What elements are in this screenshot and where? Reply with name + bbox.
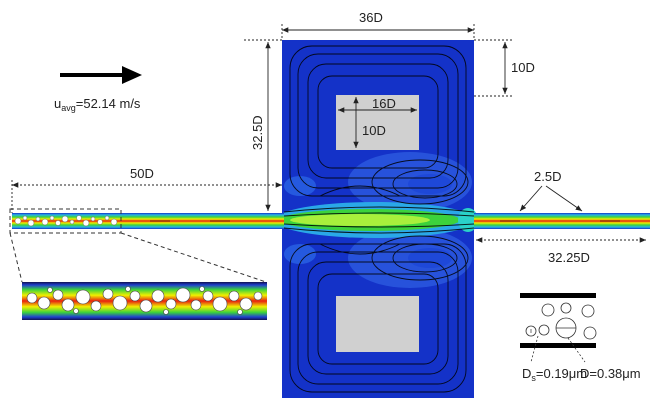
label-2-5d: 2.5D [534,169,561,184]
large-particle-label: D=0.38μm [580,366,641,381]
zoom-inset [22,282,267,320]
obstacle-bottom [336,296,419,352]
dimension-lines [11,24,646,243]
label-32-25d: 32.25D [548,250,590,265]
outlet-channel [474,213,650,229]
label-10d-right: 10D [511,60,535,75]
particle-size-inset: Ds=0.19μm D=0.38μm [520,293,641,383]
zoom-region [9,208,122,234]
label-50d: 50D [130,166,154,181]
label-10d-obstacle: 10D [362,123,386,138]
velocity-arrow [60,66,142,84]
small-particle-label: Ds=0.19μm [522,366,587,383]
label-32-5d: 32.5D [250,115,265,150]
flow-domain [275,40,478,398]
streamlines [283,45,475,393]
velocity-label: uavg=52.14 m/s [54,96,141,113]
label-16d: 16D [372,96,396,111]
label-36d: 36D [359,10,383,25]
obstacle-top [336,95,419,150]
inlet-channel [12,213,284,229]
